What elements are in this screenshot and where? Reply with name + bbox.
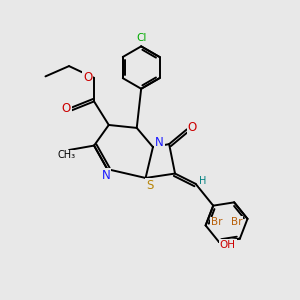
Text: OH: OH: [220, 240, 236, 250]
Text: O: O: [83, 71, 92, 84]
Text: N: N: [101, 169, 110, 182]
Text: Cl: Cl: [136, 33, 146, 43]
Text: Br: Br: [211, 218, 223, 227]
Text: N: N: [155, 136, 164, 149]
Text: O: O: [61, 102, 71, 115]
Text: CH₃: CH₃: [57, 150, 75, 160]
Text: H: H: [199, 176, 207, 186]
Text: O: O: [188, 122, 197, 134]
Text: Br: Br: [231, 217, 242, 227]
Text: S: S: [146, 179, 154, 192]
